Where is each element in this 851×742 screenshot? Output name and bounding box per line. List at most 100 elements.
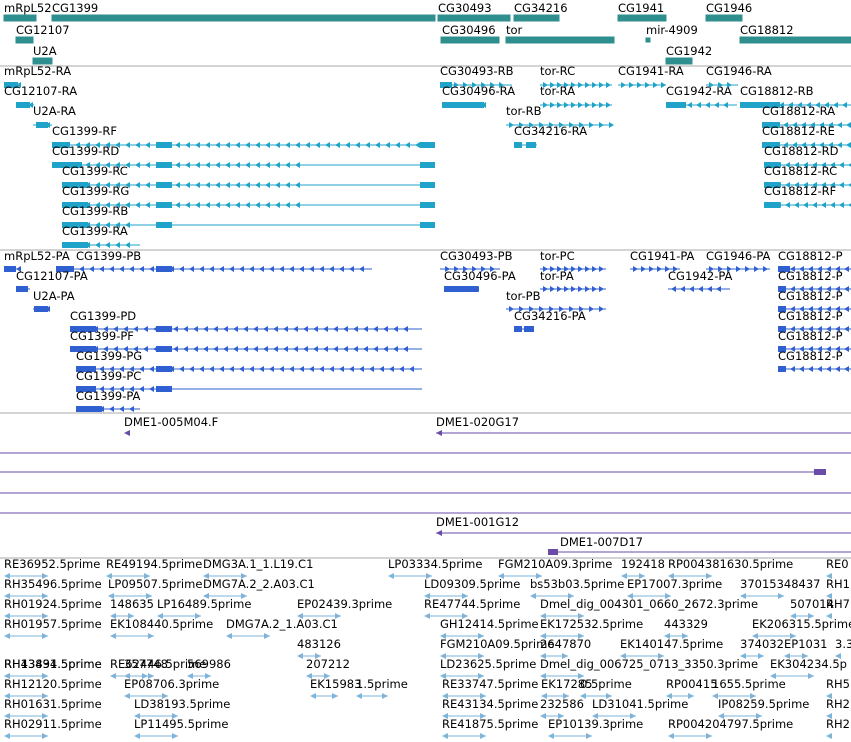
- protein-feature[interactable]: [778, 366, 851, 372]
- est-label[interactable]: DMG7A.2_1.A03.C1: [226, 617, 338, 631]
- est-feature[interactable]: [620, 653, 664, 659]
- est-feature[interactable]: [530, 593, 574, 599]
- gene-feature[interactable]: [440, 36, 500, 44]
- transcript-feature[interactable]: [16, 102, 34, 108]
- est-label[interactable]: DMG7A.2_2.A03.C1: [203, 577, 315, 591]
- protein-feature[interactable]: [4, 266, 21, 272]
- clone-label[interactable]: DME1-005M04.F: [124, 415, 218, 429]
- est-label[interactable]: RE0: [826, 557, 849, 571]
- transcript-label[interactable]: CG1399-RG: [62, 184, 129, 198]
- est-feature[interactable]: [388, 573, 432, 579]
- protein-feature[interactable]: [778, 326, 851, 332]
- protein-feature[interactable]: [540, 266, 606, 272]
- gene-label[interactable]: CG30493: [438, 1, 492, 15]
- est-label[interactable]: RH2: [826, 717, 850, 731]
- protein-label[interactable]: CG18812-P: [778, 249, 843, 263]
- protein-label[interactable]: CG18812-P: [778, 309, 843, 323]
- est-label[interactable]: 483126: [297, 637, 341, 651]
- est-feature[interactable]: [540, 713, 564, 719]
- protein-feature[interactable]: [778, 266, 851, 272]
- est-label[interactable]: IP08259.5prime: [718, 697, 809, 711]
- protein-feature[interactable]: [70, 346, 422, 352]
- est-feature[interactable]: [784, 653, 808, 659]
- est-feature[interactable]: [790, 613, 814, 619]
- protein-label[interactable]: CG1399-PG: [76, 349, 142, 363]
- protein-feature[interactable]: [76, 406, 140, 412]
- est-feature[interactable]: [187, 673, 211, 679]
- gene-label[interactable]: CG30496: [442, 23, 496, 37]
- est-feature[interactable]: [826, 573, 832, 579]
- gene-label[interactable]: U2A: [33, 44, 57, 58]
- est-label[interactable]: LD38193.5prime: [134, 697, 230, 711]
- est-label[interactable]: 374032: [740, 637, 784, 651]
- est-label[interactable]: LP11495.5prime: [134, 717, 228, 731]
- est-label[interactable]: RH43434.5prime: [4, 657, 102, 671]
- est-feature[interactable]: [826, 613, 832, 619]
- protein-label[interactable]: CG1399-PA: [76, 389, 141, 403]
- transcript-label[interactable]: CG30493-RB: [440, 64, 514, 78]
- est-feature[interactable]: [442, 713, 486, 719]
- gene-feature[interactable]: [32, 57, 53, 65]
- est-label[interactable]: RE36952.5prime: [4, 557, 100, 571]
- est-label[interactable]: 1655.5prime: [712, 677, 786, 691]
- gene-feature[interactable]: [705, 14, 743, 22]
- est-feature[interactable]: [826, 693, 832, 699]
- est-label[interactable]: 232586: [540, 697, 584, 711]
- est-label[interactable]: 37015348437: [740, 577, 820, 591]
- protein-feature[interactable]: [778, 306, 851, 312]
- est-feature[interactable]: [621, 573, 645, 579]
- protein-label[interactable]: CG1399-PF: [70, 329, 134, 343]
- est-feature[interactable]: [498, 573, 542, 579]
- est-feature[interactable]: [297, 613, 341, 619]
- protein-label[interactable]: CG18812-P: [778, 329, 843, 343]
- est-feature[interactable]: [306, 673, 330, 679]
- est-feature[interactable]: [226, 633, 270, 639]
- est-label[interactable]: RH5: [826, 677, 850, 691]
- protein-feature[interactable]: [540, 286, 606, 292]
- clone-marker[interactable]: [124, 430, 130, 436]
- est-label[interactable]: RE33747.5prime: [442, 677, 538, 691]
- est-feature[interactable]: [540, 613, 584, 619]
- transcript-label[interactable]: CG18812-RB: [740, 84, 814, 98]
- transcript-feature[interactable]: [762, 142, 851, 148]
- protein-label[interactable]: U2A-PA: [33, 289, 75, 303]
- est-label[interactable]: 507014: [790, 597, 834, 611]
- est-label[interactable]: 2647870: [540, 637, 591, 651]
- gene-label[interactable]: CG34216: [514, 1, 568, 15]
- est-label[interactable]: EP10139.3prime: [548, 717, 643, 731]
- gene-feature[interactable]: [645, 37, 651, 43]
- transcript-feature[interactable]: [514, 142, 537, 148]
- transcript-label[interactable]: CG18812-RA: [762, 104, 835, 118]
- est-feature[interactable]: [592, 713, 636, 719]
- est-label[interactable]: EP08706.3prime: [124, 677, 219, 691]
- transcript-label[interactable]: CG1399-RB: [62, 204, 128, 218]
- transcript-feature[interactable]: [540, 102, 612, 108]
- transcript-feature[interactable]: [540, 82, 612, 88]
- gene-label[interactable]: mir-4909: [646, 23, 698, 37]
- protein-feature[interactable]: [76, 366, 422, 372]
- protein-label[interactable]: mRpL52-PA: [4, 249, 70, 263]
- est-label[interactable]: RH01631.5prime: [4, 697, 102, 711]
- est-label[interactable]: RP004381630.5prime: [668, 557, 793, 571]
- est-label[interactable]: 443329: [664, 617, 708, 631]
- est-feature[interactable]: [4, 613, 48, 619]
- est-feature[interactable]: [826, 733, 832, 739]
- transcript-label[interactable]: mRpL52-RA: [4, 64, 71, 78]
- transcript-label[interactable]: CG1399-RF: [52, 124, 117, 138]
- transcript-feature[interactable]: [62, 182, 435, 188]
- clone-label[interactable]: DME1-001G12: [436, 515, 519, 529]
- protein-label[interactable]: CG1946-PA: [706, 249, 771, 263]
- protein-label[interactable]: CG34216-PA: [514, 309, 586, 323]
- est-label[interactable]: 357748: [124, 657, 168, 671]
- gene-feature[interactable]: [739, 36, 851, 44]
- transcript-feature[interactable]: [442, 102, 486, 108]
- est-feature[interactable]: [4, 593, 48, 599]
- protein-label[interactable]: CG1399-PD: [70, 309, 136, 323]
- est-feature[interactable]: [203, 573, 247, 579]
- est-label[interactable]: Dmel_dig_004301_0660_2672.3prime: [540, 597, 758, 611]
- est-feature[interactable]: [442, 733, 486, 739]
- transcript-feature[interactable]: [762, 122, 851, 128]
- est-label[interactable]: DMG3A.1_1.L19.C1: [203, 557, 313, 571]
- transcript-feature[interactable]: [706, 82, 738, 88]
- protein-feature[interactable]: [70, 326, 422, 332]
